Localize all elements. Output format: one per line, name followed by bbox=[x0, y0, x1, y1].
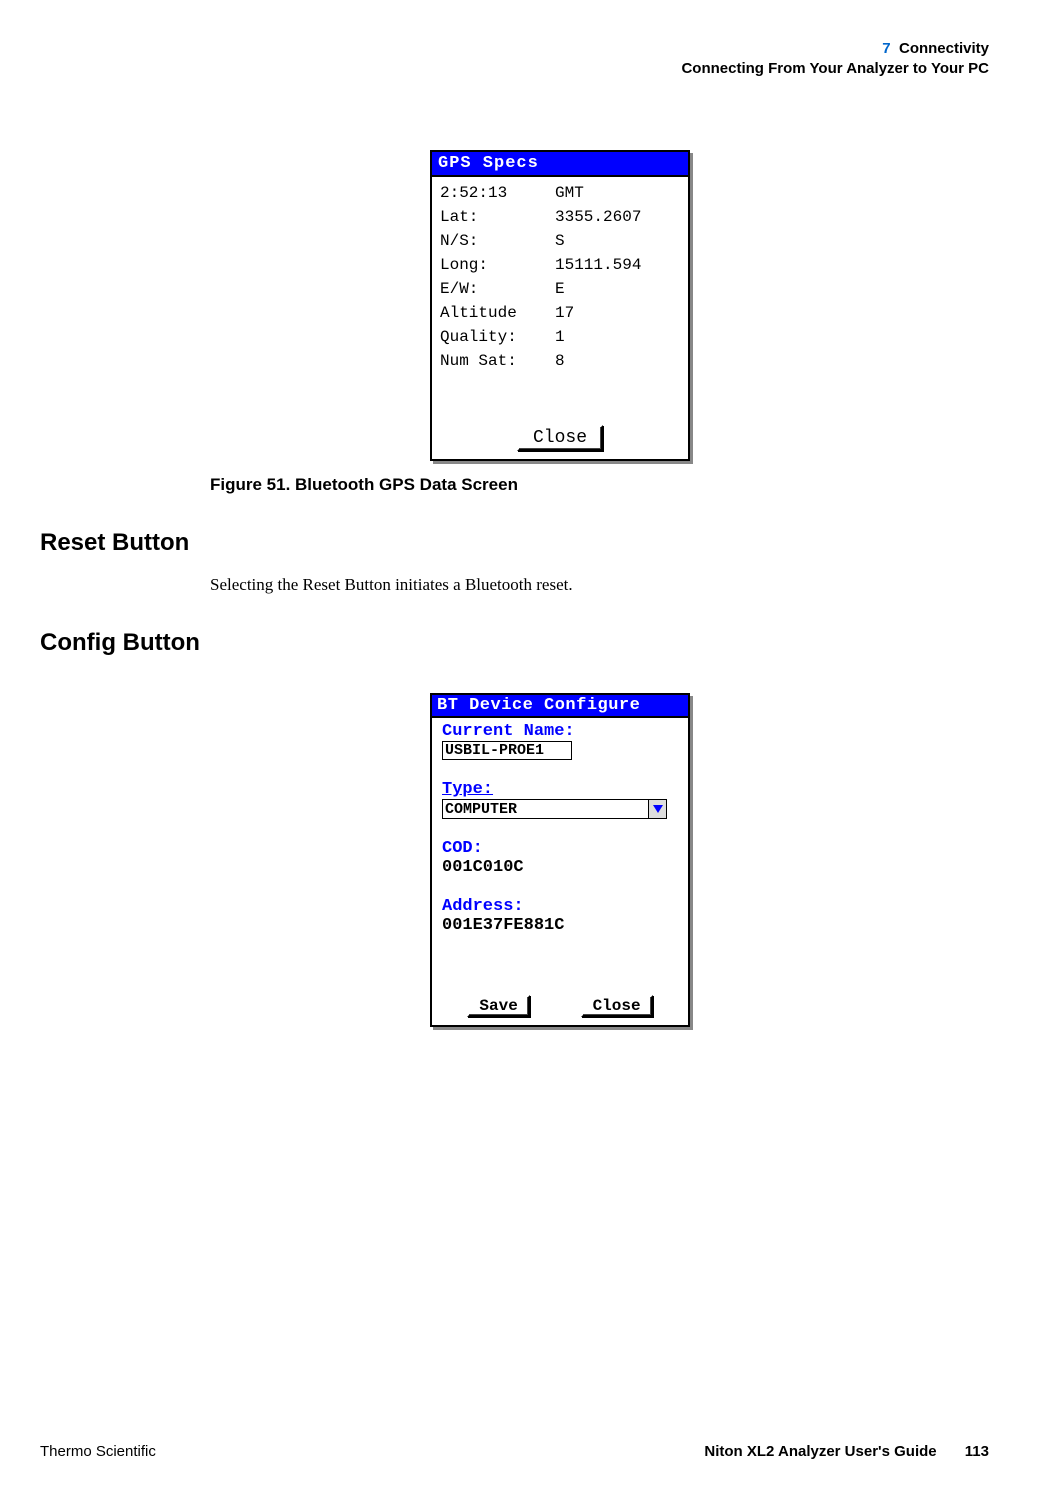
bt-type-label: Type: bbox=[442, 780, 678, 799]
dropdown-arrow-icon bbox=[648, 800, 666, 818]
bt-window-title: BT Device Configure bbox=[432, 695, 688, 718]
gps-lat-value: 3355.2607 bbox=[555, 205, 680, 229]
gps-numsat-value: 8 bbox=[555, 349, 680, 373]
header-section-title: Connecting From Your Analyzer to Your PC bbox=[681, 60, 989, 77]
bt-save-button[interactable]: Save bbox=[467, 995, 529, 1017]
gps-ew-value: E bbox=[555, 277, 680, 301]
page-footer: Thermo Scientific Niton XL2 Analyzer Use… bbox=[40, 1443, 989, 1460]
bt-close-button[interactable]: Close bbox=[581, 995, 653, 1017]
bt-current-name-label: Current Name: bbox=[442, 722, 678, 741]
config-button-heading: Config Button bbox=[40, 629, 989, 657]
gps-row-time: 2:52:13 GMT bbox=[440, 181, 680, 205]
bt-current-name-input[interactable] bbox=[442, 741, 572, 760]
gps-long-label: Long: bbox=[440, 253, 555, 277]
bt-cod-value: 001C010C bbox=[442, 858, 678, 877]
bt-type-value: COMPUTER bbox=[443, 801, 648, 818]
gps-lat-label: Lat: bbox=[440, 205, 555, 229]
gps-row-ew: E/W: E bbox=[440, 277, 680, 301]
gps-row-altitude: Altitude 17 bbox=[440, 301, 680, 325]
gps-row-lat: Lat: 3355.2607 bbox=[440, 205, 680, 229]
gps-row-long: Long: 15111.594 bbox=[440, 253, 680, 277]
gps-ns-value: S bbox=[555, 229, 680, 253]
footer-page-number: 113 bbox=[965, 1443, 989, 1460]
gps-row-numsat: Num Sat: 8 bbox=[440, 349, 680, 373]
gps-window-title: GPS Specs bbox=[432, 152, 688, 177]
footer-company: Thermo Scientific bbox=[40, 1443, 156, 1460]
gps-altitude-label: Altitude bbox=[440, 301, 555, 325]
gps-row-quality: Quality: 1 bbox=[440, 325, 680, 349]
gps-row-ns: N/S: S bbox=[440, 229, 680, 253]
gps-long-value: 15111.594 bbox=[555, 253, 680, 277]
reset-button-text: Selecting the Reset Button initiates a B… bbox=[210, 575, 989, 595]
gps-time-label: 2:52:13 bbox=[440, 181, 555, 205]
gps-ew-label: E/W: bbox=[440, 277, 555, 301]
gps-close-button[interactable]: Close bbox=[517, 425, 603, 451]
gps-numsat-label: Num Sat: bbox=[440, 349, 555, 373]
bt-address-label: Address: bbox=[442, 897, 678, 916]
gps-altitude-value: 17 bbox=[555, 301, 680, 325]
chapter-title: Connectivity bbox=[899, 40, 989, 57]
footer-guide-title: Niton XL2 Analyzer User's Guide bbox=[704, 1443, 936, 1460]
figure-51-caption: Figure 51. Bluetooth GPS Data Screen bbox=[210, 475, 989, 495]
bt-address-value: 001E37FE881C bbox=[442, 916, 678, 935]
bt-cod-label: COD: bbox=[442, 839, 678, 858]
gps-quality-label: Quality: bbox=[440, 325, 555, 349]
reset-button-heading: Reset Button bbox=[40, 529, 989, 557]
chapter-number: 7 bbox=[882, 40, 890, 57]
bt-type-select[interactable]: COMPUTER bbox=[442, 799, 667, 819]
bt-device-configure-window: BT Device Configure Current Name: Type: … bbox=[430, 693, 690, 1027]
gps-specs-window: GPS Specs 2:52:13 GMT Lat: 3355.2607 N/S… bbox=[430, 150, 690, 461]
page-header: 7 Connectivity Connecting From Your Anal… bbox=[681, 40, 989, 77]
gps-quality-value: 1 bbox=[555, 325, 680, 349]
gps-time-value: GMT bbox=[555, 181, 680, 205]
gps-ns-label: N/S: bbox=[440, 229, 555, 253]
